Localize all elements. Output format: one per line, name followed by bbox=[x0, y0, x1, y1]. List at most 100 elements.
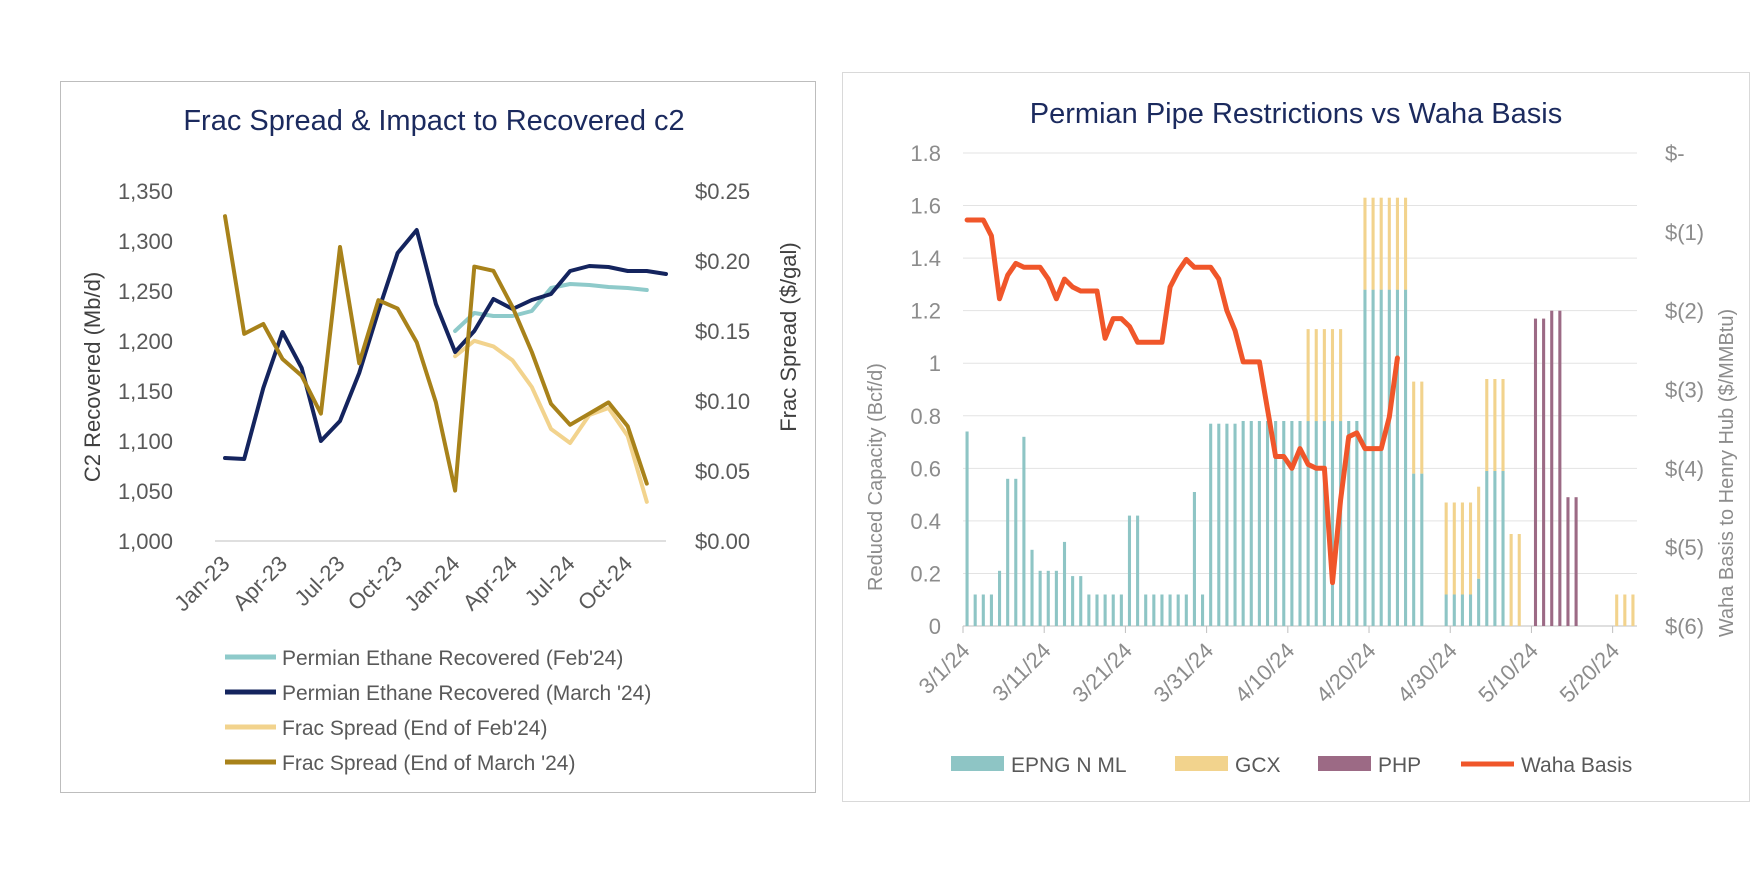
x-tick-label: Jul-24 bbox=[520, 551, 580, 611]
bar-segment bbox=[1339, 329, 1343, 422]
bar-segment bbox=[1217, 423, 1221, 626]
waha-basis-line bbox=[964, 217, 1400, 586]
bar-segment bbox=[1062, 541, 1067, 626]
bar-segment bbox=[1022, 436, 1026, 626]
bar-segment bbox=[1477, 486, 1481, 579]
y-axis-ticks: 0 0.2 0.4 0.6 0.8 1 1.2 1.4 1.6 1.8 bbox=[910, 141, 941, 639]
x-tick-label: 3/21/24 bbox=[1067, 638, 1137, 708]
y-tick-label: 0.6 bbox=[910, 456, 941, 481]
bars bbox=[965, 197, 1635, 626]
bar-segment bbox=[1347, 421, 1351, 626]
bar-segment bbox=[1071, 576, 1075, 626]
x-tick-label: 4/30/24 bbox=[1392, 638, 1462, 708]
bar-segment bbox=[1371, 197, 1375, 290]
x-tick-label: 3/31/24 bbox=[1149, 638, 1219, 708]
y-tick-label: 0.2 bbox=[910, 561, 941, 586]
bar-segment bbox=[1574, 497, 1578, 626]
y2-axis-ticks: $- $(1) $(2) $(3) $(4) $(5) $(6) bbox=[1665, 141, 1704, 639]
y-tick-label: 1,000 bbox=[118, 529, 173, 554]
legend-label: Permian Ethane Recovered (Feb'24) bbox=[282, 647, 623, 670]
bar-segment bbox=[1485, 471, 1489, 626]
y2-tick-label: $0.10 bbox=[695, 389, 750, 414]
bar-segment bbox=[1054, 570, 1058, 626]
bar-segment bbox=[1160, 594, 1164, 626]
chart-panel-pipe-restrictions: Permian Pipe Restrictions vs Waha Basis … bbox=[842, 72, 1750, 802]
bar-segment bbox=[1363, 289, 1367, 626]
x-tick-label: 5/20/24 bbox=[1555, 638, 1625, 708]
y-tick-label: 0.8 bbox=[910, 404, 941, 429]
y-tick-label: 1,250 bbox=[118, 279, 173, 304]
bar-segment bbox=[1168, 594, 1172, 626]
bar-segment bbox=[1355, 421, 1359, 626]
y-tick-label: 1.8 bbox=[910, 141, 941, 166]
bar-segment bbox=[1395, 289, 1399, 626]
series-line bbox=[453, 338, 649, 504]
bar-segment bbox=[1387, 197, 1391, 290]
legend-swatch bbox=[1175, 756, 1228, 771]
bar-segment bbox=[1095, 594, 1099, 626]
bar-segment bbox=[1558, 310, 1562, 626]
bar-segment bbox=[1542, 318, 1546, 626]
x-tick-label: Oct-23 bbox=[343, 551, 407, 615]
bar-segment bbox=[1103, 594, 1107, 626]
x-tick-label: 3/1/24 bbox=[914, 638, 975, 699]
waha-basis-series-line bbox=[964, 217, 1400, 586]
y2-tick-label: $(1) bbox=[1665, 220, 1704, 245]
y2-axis-label: Waha Basis to Henry Hub ($/MMBtu) bbox=[1716, 309, 1738, 637]
bar-segment bbox=[1420, 473, 1424, 626]
x-tick-label: Apr-23 bbox=[228, 551, 292, 615]
bar-segment bbox=[1030, 549, 1034, 626]
bar-segment bbox=[1144, 594, 1148, 626]
x-tick-label: Oct-24 bbox=[573, 551, 637, 615]
series-line bbox=[223, 228, 668, 461]
bar-segment bbox=[1282, 421, 1286, 626]
bar-segment bbox=[1371, 289, 1375, 626]
series-line bbox=[223, 214, 649, 493]
bar-segment bbox=[1452, 502, 1456, 595]
bar-segment bbox=[1517, 534, 1521, 626]
y-tick-label: 0 bbox=[929, 614, 941, 639]
y-tick-label: 1,050 bbox=[118, 479, 173, 504]
bar-segment bbox=[1184, 594, 1188, 626]
y2-tick-label: $(5) bbox=[1665, 535, 1704, 560]
bar-segment bbox=[1387, 289, 1391, 626]
chart-title: Permian Pipe Restrictions vs Waha Basis bbox=[1030, 98, 1562, 130]
bar-segment bbox=[1111, 594, 1115, 626]
series-lines bbox=[223, 214, 668, 504]
bar-segment bbox=[1631, 594, 1635, 626]
y-tick-label: 1,200 bbox=[118, 329, 173, 354]
bar-segment bbox=[1477, 578, 1481, 626]
bar-segment bbox=[1452, 594, 1456, 626]
legend-label: EPNG N ML bbox=[1011, 754, 1127, 777]
legend-label: Waha Basis bbox=[1521, 754, 1632, 777]
bar-segment bbox=[1412, 381, 1416, 474]
bar-segment bbox=[1468, 502, 1473, 595]
y-tick-label: 1,300 bbox=[118, 229, 173, 254]
bar-segment bbox=[1176, 594, 1180, 626]
bar-segment bbox=[1314, 421, 1318, 626]
bar-segment bbox=[1006, 478, 1010, 626]
bar-segment bbox=[1152, 594, 1156, 626]
y-tick-label: 0.4 bbox=[910, 509, 941, 534]
x-tick-label: 4/20/24 bbox=[1311, 638, 1381, 708]
y2-tick-label: $0.05 bbox=[695, 459, 750, 484]
legend-swatch bbox=[951, 756, 1004, 771]
bar-segment bbox=[1420, 381, 1424, 474]
chart-panel-frac-spread: Frac Spread & Impact to Recovered c2 1,0… bbox=[60, 81, 816, 793]
bar-segment bbox=[1404, 289, 1408, 626]
bar-segment bbox=[1412, 473, 1416, 626]
bar-segment bbox=[981, 594, 985, 626]
y-tick-label: 1 bbox=[929, 351, 941, 376]
y-tick-label: 1.4 bbox=[910, 246, 941, 271]
bar-segment bbox=[1257, 421, 1261, 626]
bar-segment bbox=[1566, 497, 1570, 626]
bar-segment bbox=[1404, 197, 1408, 290]
bar-segment bbox=[1493, 379, 1497, 471]
bar-segment bbox=[1485, 379, 1489, 471]
x-axis-ticks: Jan-23Apr-23Jul-23Oct-23Jan-24Apr-24Jul-… bbox=[169, 551, 637, 616]
x-axis-ticks: 3/1/24 3/11/24 3/21/24 3/31/24 4/10/24 4/20/2… bbox=[914, 626, 1625, 708]
frac-spread-chart: Frac Spread & Impact to Recovered c2 1,0… bbox=[80, 105, 801, 775]
bar-segment bbox=[1509, 534, 1513, 626]
x-tick-label: 3/11/24 bbox=[987, 638, 1055, 706]
bar-segment bbox=[1274, 421, 1278, 626]
